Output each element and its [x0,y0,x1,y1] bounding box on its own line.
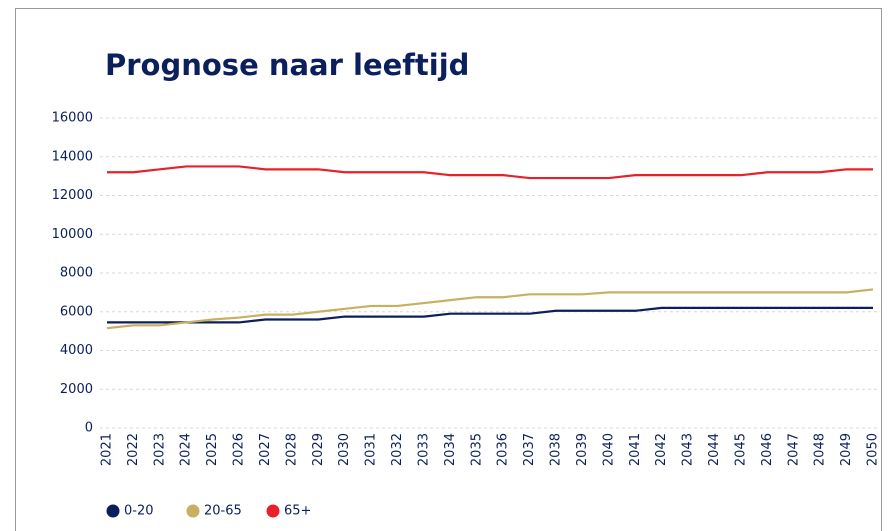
y-tick-label: 16000 [52,111,93,126]
y-tick-label: 10000 [52,227,93,242]
legend-label: 0-20 [124,504,154,519]
chart-title: Prognose naar leeftijd [105,48,469,82]
y-tick-label: 12000 [52,188,93,203]
x-tick-label: 2050 [866,433,881,466]
x-tick-label: 2044 [707,433,722,466]
series-line [107,165,873,180]
x-tick-label: 2028 [284,433,299,466]
series-line [106,288,874,330]
legend-swatch [186,504,200,518]
x-tick-label: 2034 [443,433,458,466]
x-tick-label: 2048 [813,433,828,466]
x-tick-label: 2023 [152,433,167,466]
x-tick-label: 2024 [179,433,194,466]
x-tick-label: 2049 [839,433,854,466]
x-tick-label: 2026 [232,433,247,466]
x-tick-label: 2031 [364,433,379,466]
y-tick-label: 4000 [60,343,93,358]
legend-label: 65+ [284,504,311,519]
legend-swatch [266,504,280,518]
x-tick-label: 2047 [786,433,801,466]
x-tick-label: 2032 [390,433,405,466]
x-tick-label: 2036 [496,433,511,466]
x-tick-label: 2045 [733,433,748,466]
x-tick-label: 2025 [205,433,220,466]
x-tick-label: 2038 [549,433,564,466]
x-tick-label: 2042 [654,433,669,466]
x-tick-label: 2033 [416,433,431,466]
series-line [107,306,873,324]
y-tick-label: 2000 [60,382,93,397]
frame [15,8,882,531]
legend-label: 20-65 [204,504,242,519]
legend-swatch [106,504,120,518]
y-tick-label: 6000 [60,304,93,319]
x-tick-label: 2027 [258,433,273,466]
x-tick-label: 2040 [601,433,616,466]
x-tick-label: 2021 [100,433,115,466]
y-tick-label: 14000 [52,149,93,164]
x-tick-label: 2035 [469,433,484,466]
y-tick-label: 0 [85,421,93,436]
x-tick-label: 2046 [760,433,775,466]
x-tick-label: 2030 [337,433,352,466]
x-tick-label: 2041 [628,433,643,466]
x-tick-label: 2037 [522,433,537,466]
x-tick-label: 2022 [126,433,141,466]
x-tick-label: 2043 [681,433,696,466]
x-tick-label: 2029 [311,433,326,466]
y-tick-label: 8000 [60,266,93,281]
x-tick-label: 2039 [575,433,590,466]
